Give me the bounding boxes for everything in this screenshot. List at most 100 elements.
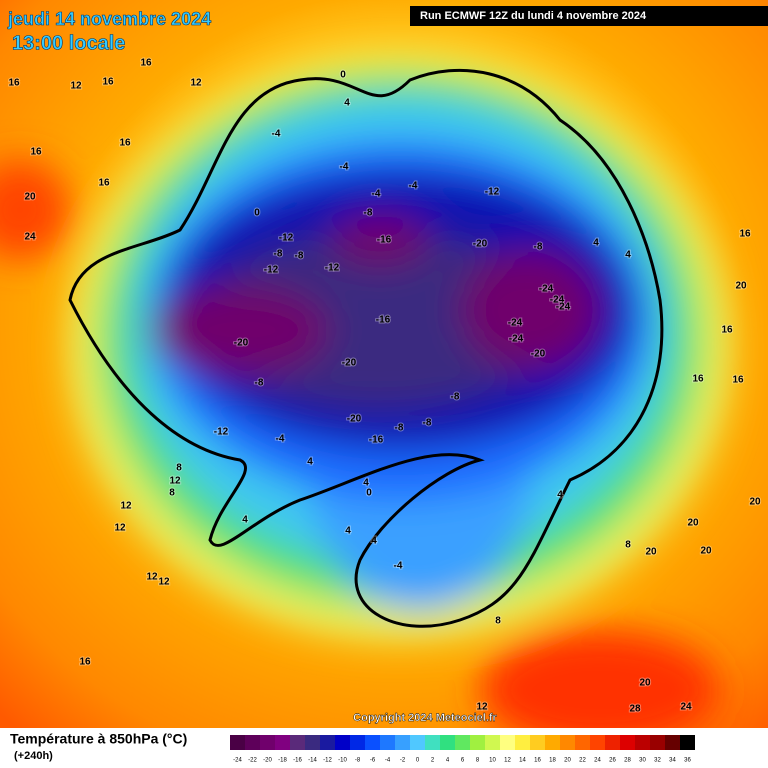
contour-label: 16 [79, 657, 91, 668]
legend-tick-label: -2 [400, 758, 406, 764]
legend-tick-label: -12 [323, 758, 332, 764]
contour-label: -20 [342, 358, 357, 369]
contour-label: 12 [476, 702, 488, 713]
contour-label: 4 [593, 238, 599, 249]
legend-swatch [590, 735, 605, 750]
contour-label: 16 [721, 325, 733, 336]
contour-label: 12 [120, 501, 132, 512]
contour-label: 0 [254, 208, 260, 219]
contour-label: -8 [451, 392, 460, 403]
contour-label: 8 [169, 488, 175, 499]
color-scale: -24 -22 -20 -18 -16 -14 -12 -10 -8 -6 -4 -2 0 2 4 6 8 10 1… [230, 735, 695, 764]
contour-label: -16 [369, 435, 384, 446]
contour-label: -20 [234, 338, 249, 349]
legend-swatch [320, 735, 335, 750]
legend-swatch [605, 735, 620, 750]
forecast-time: 13:00 locale [12, 32, 125, 54]
contour-label: 20 [700, 546, 712, 557]
contour-label: 16 [30, 147, 42, 158]
legend-swatch [410, 735, 425, 750]
contour-label: -12 [279, 233, 294, 244]
contour-label: 20 [645, 547, 657, 558]
contour-label: 24 [680, 702, 692, 713]
legend-tick-label: -18 [278, 758, 287, 764]
legend-swatch [530, 735, 545, 750]
legend-tick-label: -4 [385, 758, 391, 764]
contour-label: 8 [495, 616, 501, 627]
run-info: Run ECMWF 12Z du lundi 4 novembre 2024 [420, 10, 647, 22]
copyright: Copyright 2024 Meteociel.fr [353, 712, 497, 724]
legend-tick-label: 10 [489, 758, 496, 764]
contour-label: -4 [394, 561, 403, 572]
contour-label: 4 [242, 515, 248, 526]
legend-swatch [425, 735, 440, 750]
contour-label: 16 [692, 374, 704, 385]
legend-swatch [470, 735, 485, 750]
isotherm-zero [68, 68, 664, 628]
contour-label: -20 [473, 239, 488, 250]
contour-label: -4 [340, 162, 349, 173]
legend-tick-label: 14 [519, 758, 526, 764]
contour-label: 12 [158, 577, 170, 588]
contour-label: 16 [119, 138, 131, 149]
legend-tick-label: 12 [504, 758, 511, 764]
contour-label: 4 [344, 98, 350, 109]
legend-tick-label: 36 [684, 758, 691, 764]
contour-label: -4 [276, 434, 285, 445]
contour-label: 0 [340, 70, 346, 81]
forecast-date: jeudi 14 novembre 2024 [7, 9, 211, 29]
contour-label: 16 [732, 375, 744, 386]
legend-tick-label: -14 [308, 758, 317, 764]
contour-label: 16 [8, 78, 20, 89]
legend-swatch [440, 735, 455, 750]
legend-tick-label: -20 [263, 758, 272, 764]
contour-label: -12 [264, 265, 279, 276]
contour-label: -8 [364, 208, 373, 219]
temperature-field [0, 60, 730, 750]
contour-label: 12 [169, 476, 181, 487]
legend-tick-label: 30 [639, 758, 646, 764]
legend-tick-label: -10 [338, 758, 347, 764]
contour-label: 4 [625, 250, 631, 261]
legend-swatch [245, 735, 260, 750]
legend-tick-label: 22 [579, 758, 586, 764]
legend-swatch [350, 735, 365, 750]
legend-swatch [305, 735, 320, 750]
legend-swatch [455, 735, 470, 750]
run-banner [410, 6, 768, 26]
legend-tick-label: 18 [549, 758, 556, 764]
contour-label: 24 [24, 232, 36, 243]
legend-swatch [260, 735, 275, 750]
contour-label: 16 [102, 77, 114, 88]
legend-swatch [290, 735, 305, 750]
contour-label: 4 [363, 478, 369, 489]
legend-tick-label: -8 [355, 758, 361, 764]
legend-swatch [650, 735, 665, 750]
contour-label: 16 [739, 229, 751, 240]
contour-label: 4 [557, 490, 563, 501]
contour-label: 4 [371, 536, 377, 547]
contour-label: 16 [98, 178, 110, 189]
contour-label: -8 [255, 378, 264, 389]
contour-label: 4 [307, 457, 313, 468]
contour-label: 4 [345, 526, 351, 537]
legend-tick-label: -6 [370, 758, 376, 764]
legend-tick-label: 4 [446, 758, 450, 764]
contour-label: -12 [214, 427, 229, 438]
contour-label: 28 [629, 704, 641, 715]
legend-swatch [620, 735, 635, 750]
legend-swatch [365, 735, 380, 750]
contour-label: 20 [687, 518, 699, 529]
contour-label: -24 [539, 284, 554, 295]
contour-label: 0 [366, 488, 372, 499]
legend-swatch [560, 735, 575, 750]
contour-label: 16 [140, 58, 152, 69]
legend-swatch [635, 735, 650, 750]
legend-swatch [500, 735, 515, 750]
legend-swatch [485, 735, 500, 750]
legend-swatch [395, 735, 410, 750]
contour-label: -8 [534, 242, 543, 253]
contour-label: -24 [508, 318, 523, 329]
